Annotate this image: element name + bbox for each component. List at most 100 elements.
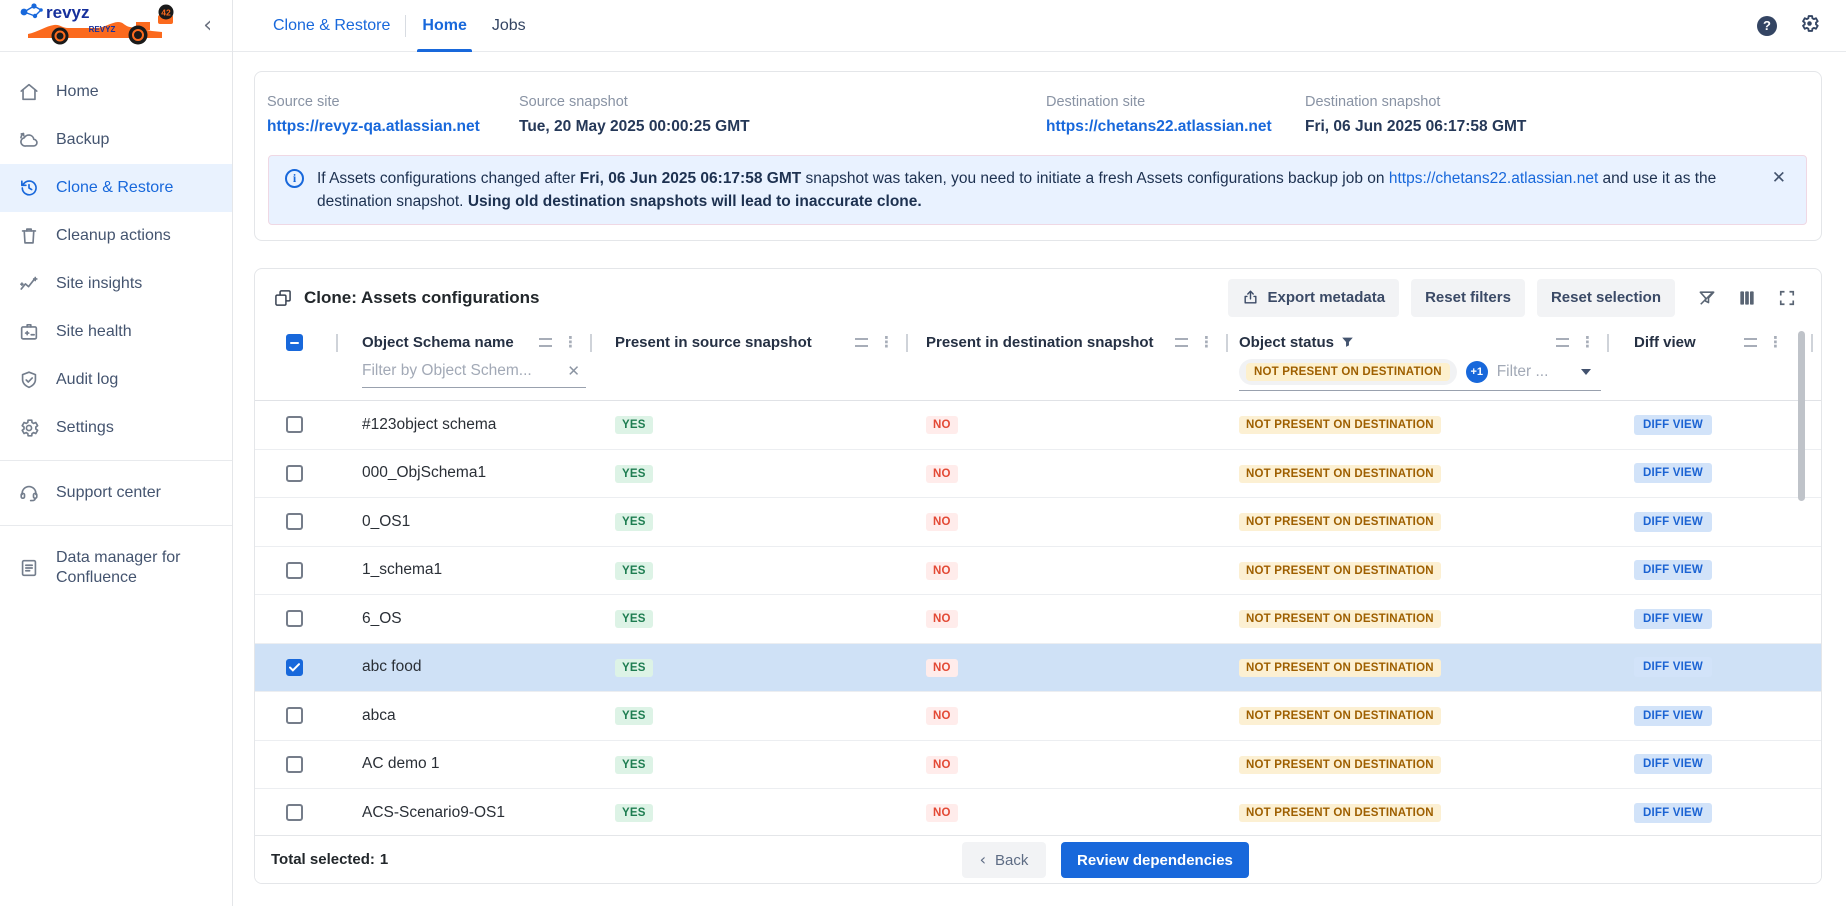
help-icon[interactable]: ? bbox=[1757, 16, 1777, 36]
column-drag-handle[interactable] bbox=[539, 338, 552, 347]
table-row[interactable]: AC demo 1 YES NO NOT PRESENT ON DESTINAT… bbox=[255, 741, 1821, 790]
column-label: Object status bbox=[1239, 334, 1334, 351]
select-all-checkbox[interactable] bbox=[286, 334, 303, 351]
sidebar-item-audit-log[interactable]: Audit log bbox=[0, 356, 232, 404]
sidebar-divider bbox=[0, 525, 232, 526]
table-row[interactable]: ACS-Scenario9-OS1 YES NO NOT PRESENT ON … bbox=[255, 789, 1821, 838]
site-link[interactable]: https://revyz-qa.atlassian.net bbox=[267, 118, 519, 136]
row-checkbox[interactable] bbox=[286, 513, 303, 530]
column-menu-icon[interactable]: ⋮ bbox=[563, 335, 578, 350]
column-label: Object Schema name bbox=[362, 334, 514, 351]
object-status-badge: NOT PRESENT ON DESTINATION bbox=[1239, 756, 1441, 774]
health-badge-icon bbox=[18, 321, 40, 343]
present-destination-badge: NO bbox=[926, 562, 958, 580]
row-checkbox[interactable] bbox=[286, 756, 303, 773]
sidebar-item-settings[interactable]: Settings bbox=[0, 404, 232, 452]
object-status-badge: NOT PRESENT ON DESTINATION bbox=[1239, 465, 1441, 483]
row-checkbox[interactable] bbox=[286, 562, 303, 579]
object-status-badge: NOT PRESENT ON DESTINATION bbox=[1239, 416, 1441, 434]
column-menu-icon[interactable]: ⋮ bbox=[1199, 335, 1214, 350]
diff-view-button[interactable]: DIFF VIEW bbox=[1634, 560, 1712, 580]
column-drag-handle[interactable] bbox=[1175, 338, 1188, 347]
sidebar-item-label: Clone & Restore bbox=[56, 178, 173, 198]
diff-view-button[interactable]: DIFF VIEW bbox=[1634, 463, 1712, 483]
status-filter-chip[interactable]: NOT PRESENT ON DESTINATION bbox=[1239, 359, 1457, 385]
breadcrumb[interactable]: Clone & Restore bbox=[273, 17, 390, 35]
table-row[interactable]: abca YES NO NOT PRESENT ON DESTINATION D… bbox=[255, 692, 1821, 741]
object-schema-name: 0_OS1 bbox=[362, 513, 410, 530]
sidebar-item-data-manager-for-confluence[interactable]: Data manager for Confluence bbox=[0, 534, 232, 602]
object-status-badge: NOT PRESENT ON DESTINATION bbox=[1239, 562, 1441, 580]
sidebar-header: revyz 42 REVYZ ‹ bbox=[0, 0, 232, 52]
object-schema-name: ACS-Scenario9-OS1 bbox=[362, 804, 505, 821]
alert-link[interactable]: https://chetans22.atlassian.net bbox=[1389, 170, 1598, 187]
diff-view-button[interactable]: DIFF VIEW bbox=[1634, 512, 1712, 532]
header-cell-present-destination: Present in destination snapshot ⋮ bbox=[906, 326, 1226, 359]
present-source-badge: YES bbox=[615, 707, 653, 725]
sidebar-item-support-center[interactable]: Support center bbox=[0, 469, 232, 517]
sidebar-collapse-icon[interactable]: ‹ bbox=[203, 15, 212, 37]
present-destination-badge: NO bbox=[926, 659, 958, 677]
row-checkbox[interactable] bbox=[286, 707, 303, 724]
present-source-badge: YES bbox=[615, 513, 653, 531]
sidebar-item-backup[interactable]: Backup bbox=[0, 116, 232, 164]
diff-view-button[interactable]: DIFF VIEW bbox=[1634, 609, 1712, 629]
trash-icon bbox=[18, 225, 40, 247]
column-menu-icon[interactable]: ⋮ bbox=[879, 335, 894, 350]
app-window: revyz 42 REVYZ ‹ Home Backup bbox=[0, 0, 1846, 906]
close-icon[interactable]: ✕ bbox=[1770, 167, 1788, 190]
diff-view-button[interactable]: DIFF VIEW bbox=[1634, 415, 1712, 435]
column-drag-handle[interactable] bbox=[1556, 338, 1569, 347]
diff-view-button[interactable]: DIFF VIEW bbox=[1634, 803, 1712, 823]
row-checkbox[interactable] bbox=[286, 465, 303, 482]
main-area: Clone & Restore Home Jobs ? Source site … bbox=[233, 0, 1846, 906]
table-scrollbar[interactable] bbox=[1798, 331, 1805, 501]
sidebar-item-cleanup-actions[interactable]: Cleanup actions bbox=[0, 212, 232, 260]
info-icon: i bbox=[285, 169, 304, 188]
schema-name-filter-input[interactable]: Filter by Object Schem... ✕ bbox=[362, 359, 586, 388]
row-checkbox[interactable] bbox=[286, 659, 303, 676]
back-button-label: Back bbox=[995, 852, 1028, 869]
columns-icon[interactable] bbox=[1737, 288, 1757, 308]
clear-filter-icon[interactable]: ✕ bbox=[567, 362, 580, 380]
table-row[interactable]: 1_schema1 YES NO NOT PRESENT ON DESTINAT… bbox=[255, 547, 1821, 596]
sidebar-item-label: Support center bbox=[56, 483, 161, 503]
column-menu-icon[interactable]: ⋮ bbox=[1580, 335, 1595, 350]
sidebar-item-home[interactable]: Home bbox=[0, 68, 232, 116]
sidebar-item-site-insights[interactable]: Site insights bbox=[0, 260, 232, 308]
sidebar-item-site-health[interactable]: Site health bbox=[0, 308, 232, 356]
diff-view-button[interactable]: DIFF VIEW bbox=[1634, 657, 1712, 677]
tab-home[interactable]: Home bbox=[422, 0, 466, 52]
object-status-badge: NOT PRESENT ON DESTINATION bbox=[1239, 707, 1441, 725]
review-dependencies-button[interactable]: Review dependencies bbox=[1061, 842, 1249, 878]
row-checkbox[interactable] bbox=[286, 804, 303, 821]
diff-view-button[interactable]: DIFF VIEW bbox=[1634, 706, 1712, 726]
object-status-filter[interactable]: NOT PRESENT ON DESTINATION +1 Filter ... bbox=[1239, 359, 1601, 391]
chevron-down-icon[interactable] bbox=[1581, 369, 1591, 375]
row-checkbox[interactable] bbox=[286, 610, 303, 627]
table-row[interactable]: 0_OS1 YES NO NOT PRESENT ON DESTINATION … bbox=[255, 498, 1821, 547]
table-row[interactable]: 6_OS YES NO NOT PRESENT ON DESTINATION D… bbox=[255, 595, 1821, 644]
diff-view-button[interactable]: DIFF VIEW bbox=[1634, 754, 1712, 774]
filter-off-icon[interactable] bbox=[1697, 288, 1717, 308]
column-drag-handle[interactable] bbox=[1744, 338, 1757, 347]
status-filter-more-badge[interactable]: +1 bbox=[1466, 361, 1488, 383]
column-menu-icon[interactable]: ⋮ bbox=[1768, 335, 1783, 350]
object-status-badge: NOT PRESENT ON DESTINATION bbox=[1239, 513, 1441, 531]
gear-icon[interactable] bbox=[1799, 13, 1820, 39]
reset-filters-button[interactable]: Reset filters bbox=[1411, 279, 1525, 317]
table-row[interactable]: #123object schema YES NO NOT PRESENT ON … bbox=[255, 401, 1821, 450]
column-drag-handle[interactable] bbox=[855, 338, 868, 347]
back-button[interactable]: ‹ Back bbox=[962, 842, 1046, 878]
sidebar-item-clone-restore[interactable]: Clone & Restore bbox=[0, 164, 232, 212]
header-cell-object-status: Object status ⋮ bbox=[1226, 326, 1607, 359]
summary-fields: Source site https://revyz-qa.atlassian.n… bbox=[255, 94, 1821, 136]
fullscreen-icon[interactable] bbox=[1777, 288, 1797, 308]
tab-jobs[interactable]: Jobs bbox=[492, 0, 526, 52]
export-metadata-button[interactable]: Export metadata bbox=[1228, 279, 1400, 317]
site-link[interactable]: https://chetans22.atlassian.net bbox=[1046, 118, 1305, 136]
table-row[interactable]: 000_ObjSchema1 YES NO NOT PRESENT ON DES… bbox=[255, 450, 1821, 499]
reset-selection-button[interactable]: Reset selection bbox=[1537, 279, 1675, 317]
table-row[interactable]: abc food YES NO NOT PRESENT ON DESTINATI… bbox=[255, 644, 1821, 693]
row-checkbox[interactable] bbox=[286, 416, 303, 433]
